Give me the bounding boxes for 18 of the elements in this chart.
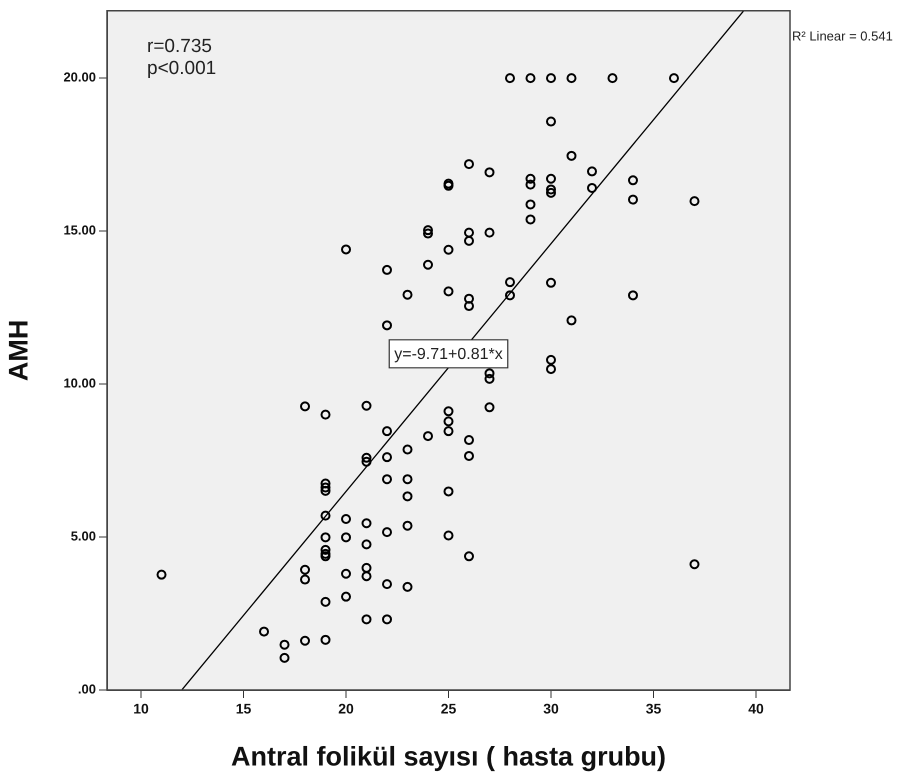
annotation: r=0.735 (147, 36, 212, 58)
annotation: p<0.001 (147, 58, 216, 80)
x-tick-label: 10 (133, 700, 150, 716)
annotation: y=-9.71+0.81*x (394, 346, 503, 364)
x-tick-label: 40 (748, 700, 764, 716)
y-tick-label: 5.00 (70, 528, 96, 544)
x-tick-label: 35 (646, 700, 662, 716)
x-tick-label: 15 (236, 700, 252, 716)
x-tick-label: 25 (440, 700, 456, 716)
y-tick-label: 20.00 (63, 70, 96, 85)
y-tick-label: 15.00 (63, 222, 96, 238)
x-tick-label: 30 (543, 700, 559, 716)
x-tick-label: 20 (338, 700, 354, 716)
y-axis-title: AMH (4, 320, 34, 382)
y-tick-label: 10.00 (63, 376, 96, 391)
y-tick-label: .00 (78, 682, 96, 697)
x-axis-title: Antral folikül sayısı ( hasta grubu) (230, 741, 666, 772)
text: R² Linear = 0.541 (792, 28, 893, 44)
